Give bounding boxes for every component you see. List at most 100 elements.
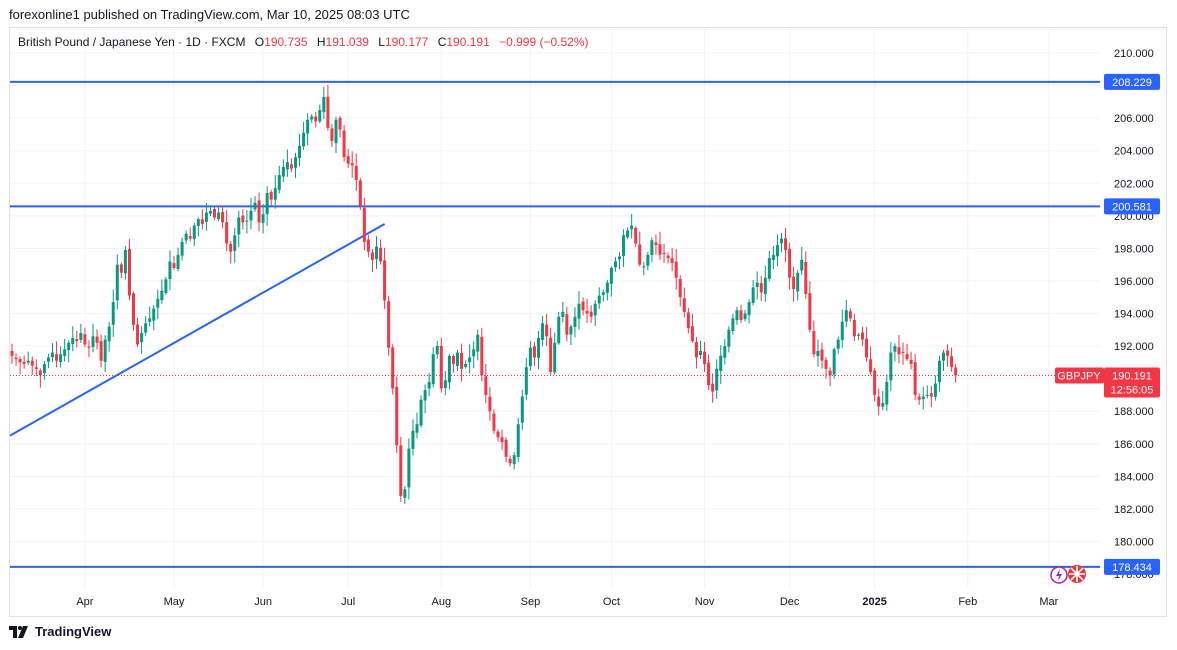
- candle-body[interactable]: [472, 349, 476, 357]
- candle-body[interactable]: [719, 355, 723, 372]
- candle-body[interactable]: [127, 249, 131, 296]
- candle-body[interactable]: [844, 310, 848, 322]
- candle-body[interactable]: [443, 380, 447, 388]
- candle-body[interactable]: [909, 359, 913, 364]
- candle-body[interactable]: [605, 282, 609, 293]
- candle-body[interactable]: [897, 347, 901, 355]
- candle-body[interactable]: [484, 376, 488, 395]
- candle-body[interactable]: [257, 200, 261, 223]
- candle-body[interactable]: [666, 255, 670, 259]
- candle-body[interactable]: [456, 352, 459, 366]
- candle-body[interactable]: [577, 303, 581, 319]
- candle-body[interactable]: [245, 220, 249, 222]
- candle-body[interactable]: [18, 359, 22, 363]
- candle-body[interactable]: [358, 180, 362, 207]
- candle-body[interactable]: [322, 96, 326, 113]
- candle-body[interactable]: [950, 356, 954, 368]
- candle-body[interactable]: [792, 276, 796, 290]
- candle-body[interactable]: [10, 350, 14, 356]
- candle-body[interactable]: [241, 215, 245, 223]
- candle-body[interactable]: [14, 357, 18, 360]
- candle-body[interactable]: [674, 261, 678, 278]
- candle-body[interactable]: [541, 323, 545, 340]
- candle-body[interactable]: [812, 331, 816, 355]
- candle-body[interactable]: [946, 350, 950, 356]
- candle-body[interactable]: [26, 360, 30, 363]
- candle-body[interactable]: [314, 116, 318, 122]
- candle-body[interactable]: [107, 326, 111, 342]
- candle-body[interactable]: [832, 349, 836, 375]
- candle-body[interactable]: [889, 352, 893, 381]
- candle-body[interactable]: [662, 253, 666, 255]
- candle-body[interactable]: [103, 339, 107, 362]
- candle-body[interactable]: [690, 326, 694, 342]
- candle-body[interactable]: [136, 324, 140, 345]
- candle-body[interactable]: [739, 310, 743, 321]
- candle-body[interactable]: [581, 301, 585, 311]
- candle-body[interactable]: [38, 370, 42, 376]
- candle-body[interactable]: [91, 336, 95, 347]
- candle-body[interactable]: [180, 241, 184, 256]
- candle-body[interactable]: [273, 188, 277, 200]
- candle-body[interactable]: [144, 323, 148, 333]
- candle-body[interactable]: [34, 367, 38, 369]
- candle-body[interactable]: [893, 346, 897, 352]
- candle-body[interactable]: [804, 261, 808, 294]
- candle-body[interactable]: [504, 439, 508, 457]
- candle-body[interactable]: [87, 346, 91, 348]
- candle-body[interactable]: [30, 360, 34, 366]
- candle-body[interactable]: [383, 260, 387, 301]
- candle-body[interactable]: [334, 119, 338, 144]
- candle-body[interactable]: [516, 424, 520, 458]
- candle-body[interactable]: [642, 266, 646, 268]
- candle-body[interactable]: [508, 458, 512, 464]
- candle-body[interactable]: [784, 238, 788, 251]
- candle-body[interactable]: [747, 302, 751, 316]
- candle-body[interactable]: [917, 396, 921, 400]
- candle-body[interactable]: [589, 311, 593, 317]
- candle-body[interactable]: [848, 311, 852, 319]
- candle-body[interactable]: [221, 212, 225, 223]
- candle-body[interactable]: [46, 357, 50, 362]
- candle-body[interactable]: [55, 354, 59, 361]
- candle-body[interactable]: [196, 219, 200, 226]
- candle-body[interactable]: [901, 351, 905, 353]
- candle-body[interactable]: [188, 236, 192, 239]
- candle-body[interactable]: [480, 336, 484, 376]
- candle-body[interactable]: [929, 393, 933, 397]
- candle-body[interactable]: [71, 337, 75, 345]
- candle-body[interactable]: [759, 283, 763, 293]
- candle-body[interactable]: [176, 254, 180, 269]
- candle-body[interactable]: [156, 298, 160, 308]
- candle-body[interactable]: [366, 239, 370, 252]
- candle-body[interactable]: [67, 342, 71, 351]
- candle-body[interactable]: [464, 363, 468, 368]
- candle-body[interactable]: [565, 314, 569, 335]
- candle-body[interactable]: [800, 259, 804, 271]
- candle-body[interactable]: [731, 318, 735, 331]
- candle-body[interactable]: [407, 448, 411, 488]
- candle-body[interactable]: [164, 279, 168, 293]
- candle-body[interactable]: [630, 225, 634, 230]
- candle-body[interactable]: [160, 290, 164, 301]
- candle-body[interactable]: [403, 489, 407, 498]
- candle-body[interactable]: [913, 362, 917, 395]
- candle-body[interactable]: [707, 362, 711, 386]
- candle-body[interactable]: [865, 338, 869, 358]
- candle-body[interactable]: [192, 225, 196, 240]
- candle-body[interactable]: [370, 252, 374, 260]
- candle-body[interactable]: [921, 396, 925, 400]
- candle-body[interactable]: [233, 235, 237, 251]
- candle-body[interactable]: [375, 246, 378, 260]
- candle-body[interactable]: [123, 250, 127, 274]
- candle-body[interactable]: [99, 341, 103, 361]
- candle-body[interactable]: [435, 346, 439, 355]
- candle-body[interactable]: [468, 357, 472, 363]
- candle-body[interactable]: [808, 293, 812, 330]
- candle-body[interactable]: [751, 287, 755, 303]
- candle-body[interactable]: [788, 248, 792, 278]
- candle-body[interactable]: [561, 311, 565, 317]
- candle-body[interactable]: [569, 326, 573, 335]
- candle-body[interactable]: [213, 209, 216, 218]
- candle-body[interactable]: [354, 165, 358, 180]
